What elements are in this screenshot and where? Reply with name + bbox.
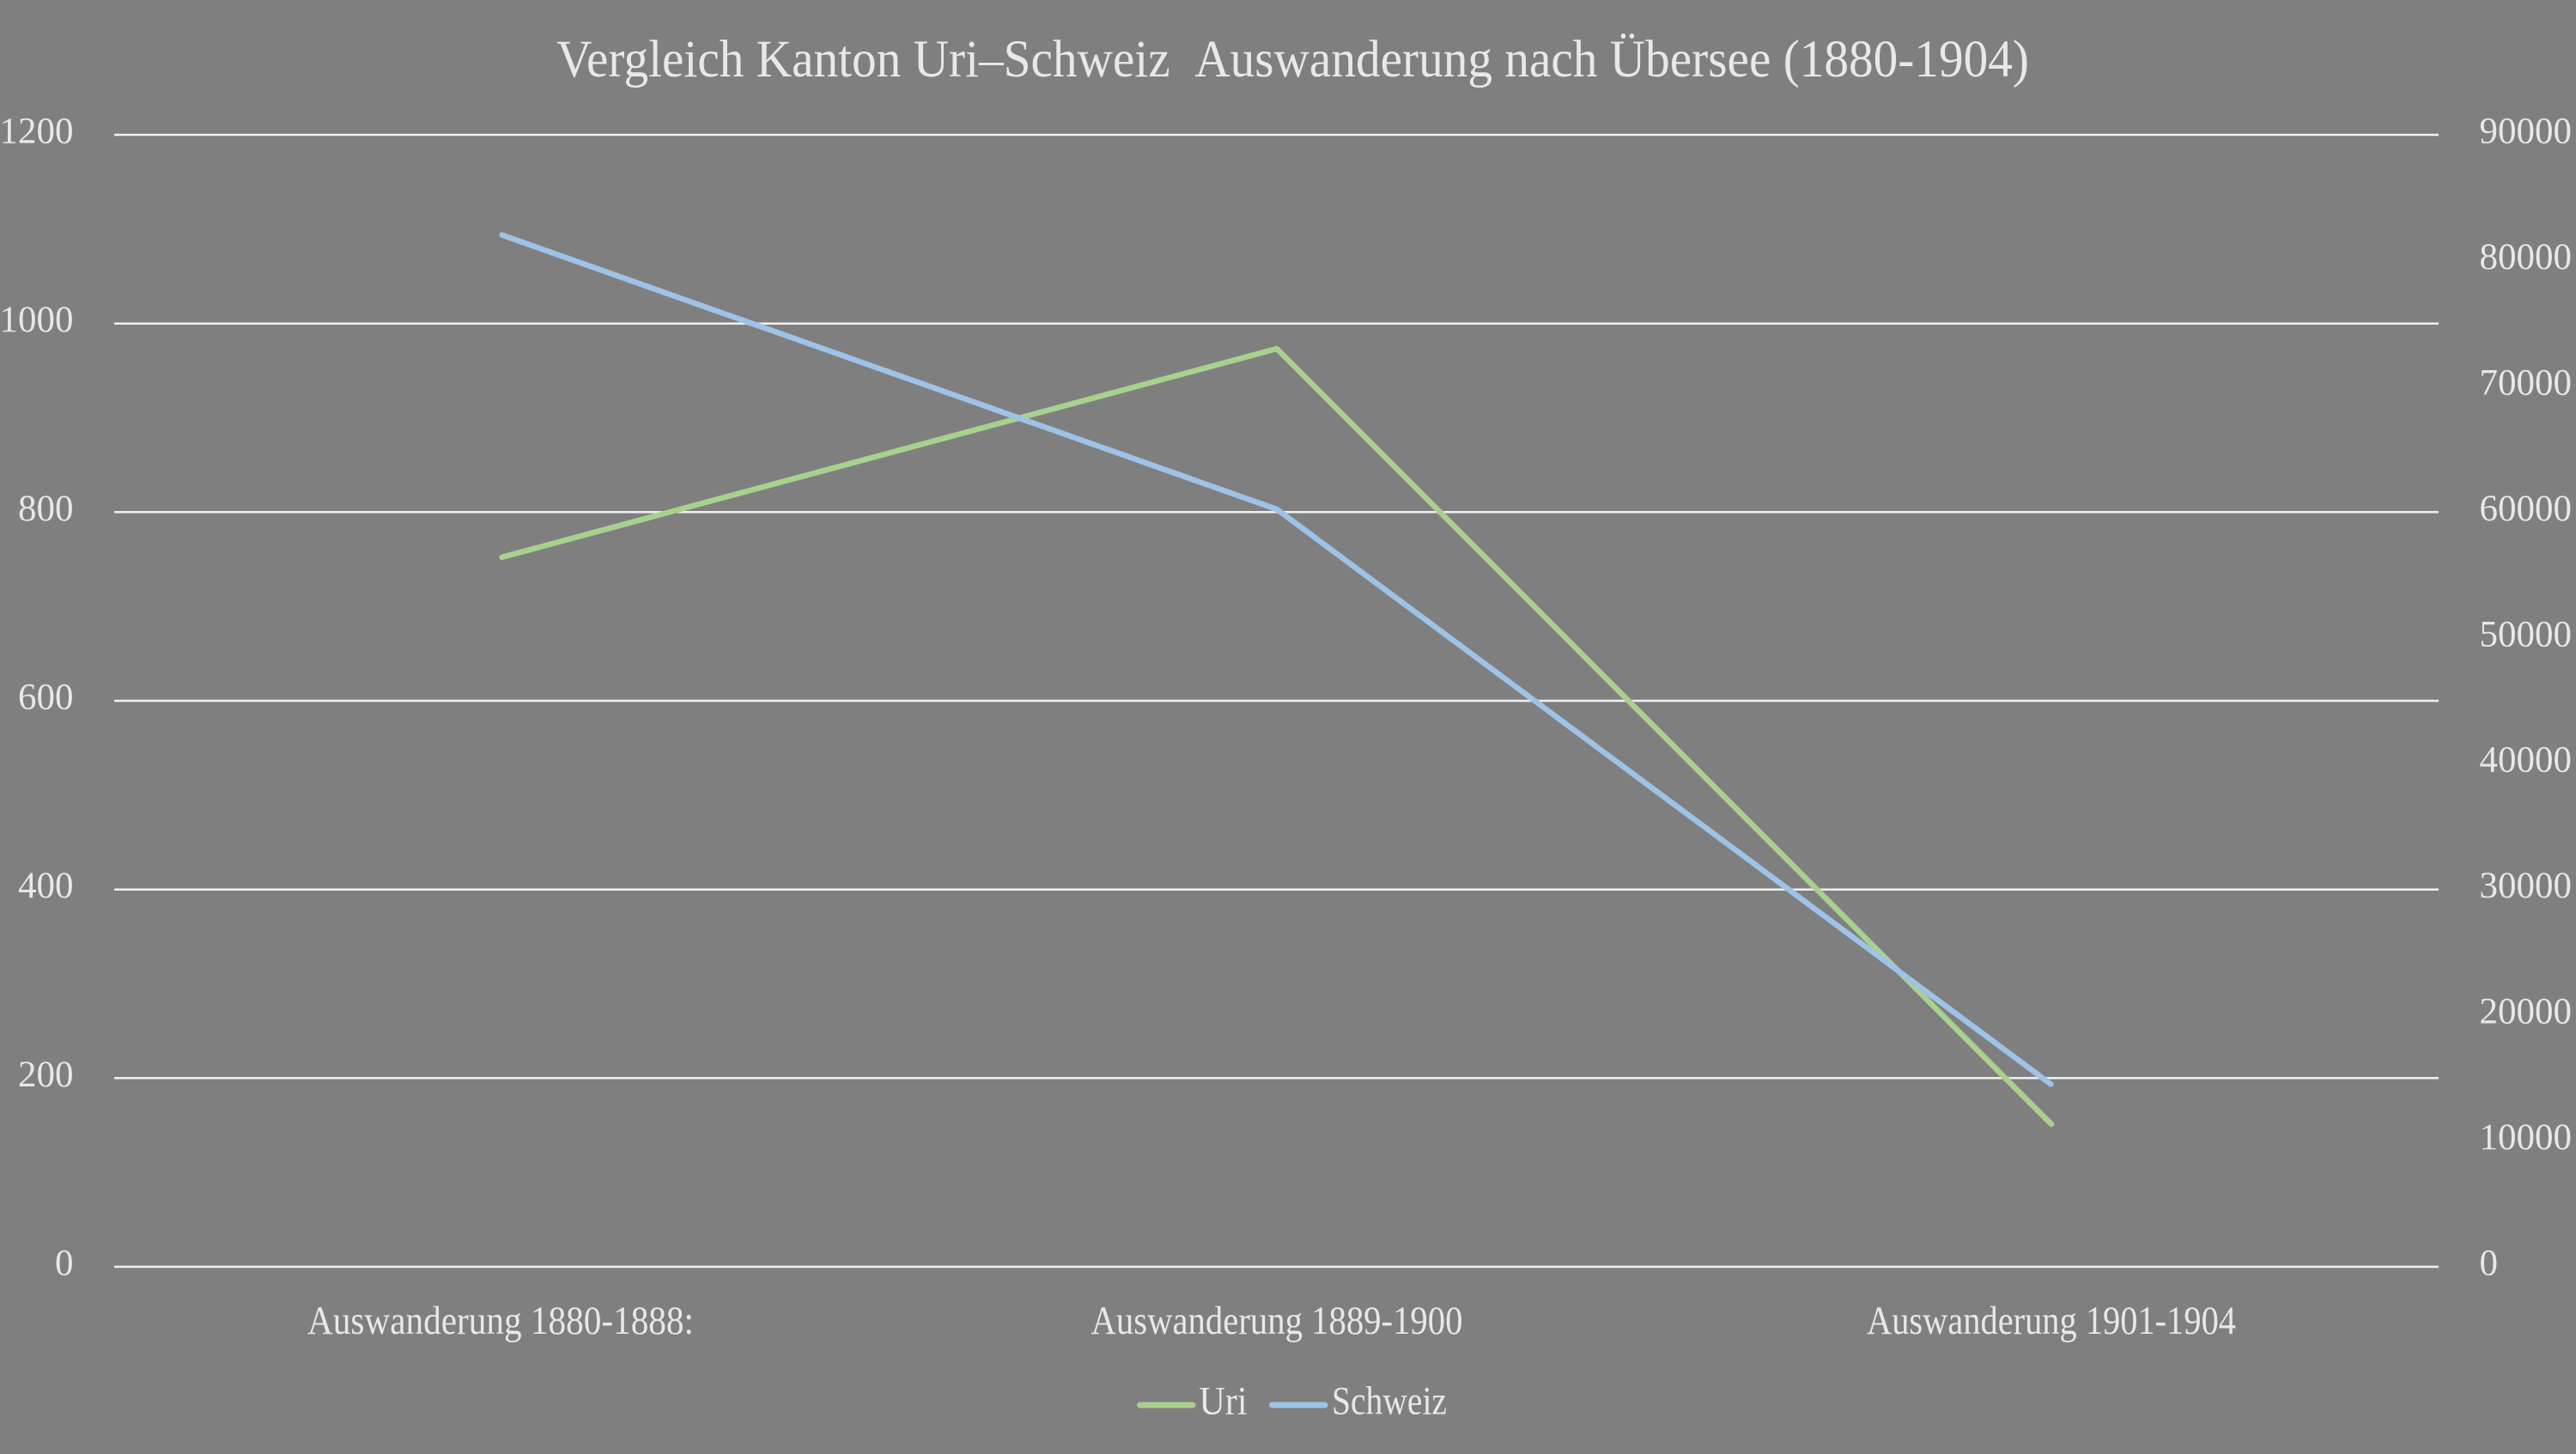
svg-text:90000: 90000 <box>2480 112 2573 152</box>
svg-text:400: 400 <box>18 866 74 906</box>
svg-text:200: 200 <box>18 1055 74 1095</box>
svg-text:1200: 1200 <box>0 112 74 152</box>
svg-text:10000: 10000 <box>2480 1117 2573 1158</box>
svg-text:70000: 70000 <box>2480 362 2573 403</box>
svg-text:50000: 50000 <box>2480 614 2573 654</box>
svg-text:Auswanderung 1889-1900: Auswanderung 1889-1900 <box>1091 1299 1463 1343</box>
svg-text:1000: 1000 <box>0 300 74 340</box>
svg-text:Vergleich Kanton Uri–Schweiz: Vergleich Kanton Uri–Schweiz Auswanderun… <box>556 31 2029 88</box>
svg-text:Uri: Uri <box>1200 1378 1248 1423</box>
svg-text:60000: 60000 <box>2480 489 2573 529</box>
svg-text:Auswanderung 1901-1904: Auswanderung 1901-1904 <box>1867 1299 2236 1343</box>
svg-text:600: 600 <box>18 678 74 718</box>
svg-text:40000: 40000 <box>2480 740 2573 781</box>
svg-text:800: 800 <box>18 489 74 529</box>
svg-text:Auswanderung 1880-1888:: Auswanderung 1880-1888: <box>307 1299 694 1343</box>
svg-text:0: 0 <box>55 1244 74 1284</box>
svg-text:80000: 80000 <box>2480 237 2573 277</box>
svg-text:Schweiz: Schweiz <box>1332 1378 1447 1423</box>
svg-text:20000: 20000 <box>2480 992 2573 1032</box>
svg-text:0: 0 <box>2480 1244 2499 1284</box>
svg-text:30000: 30000 <box>2480 866 2573 906</box>
